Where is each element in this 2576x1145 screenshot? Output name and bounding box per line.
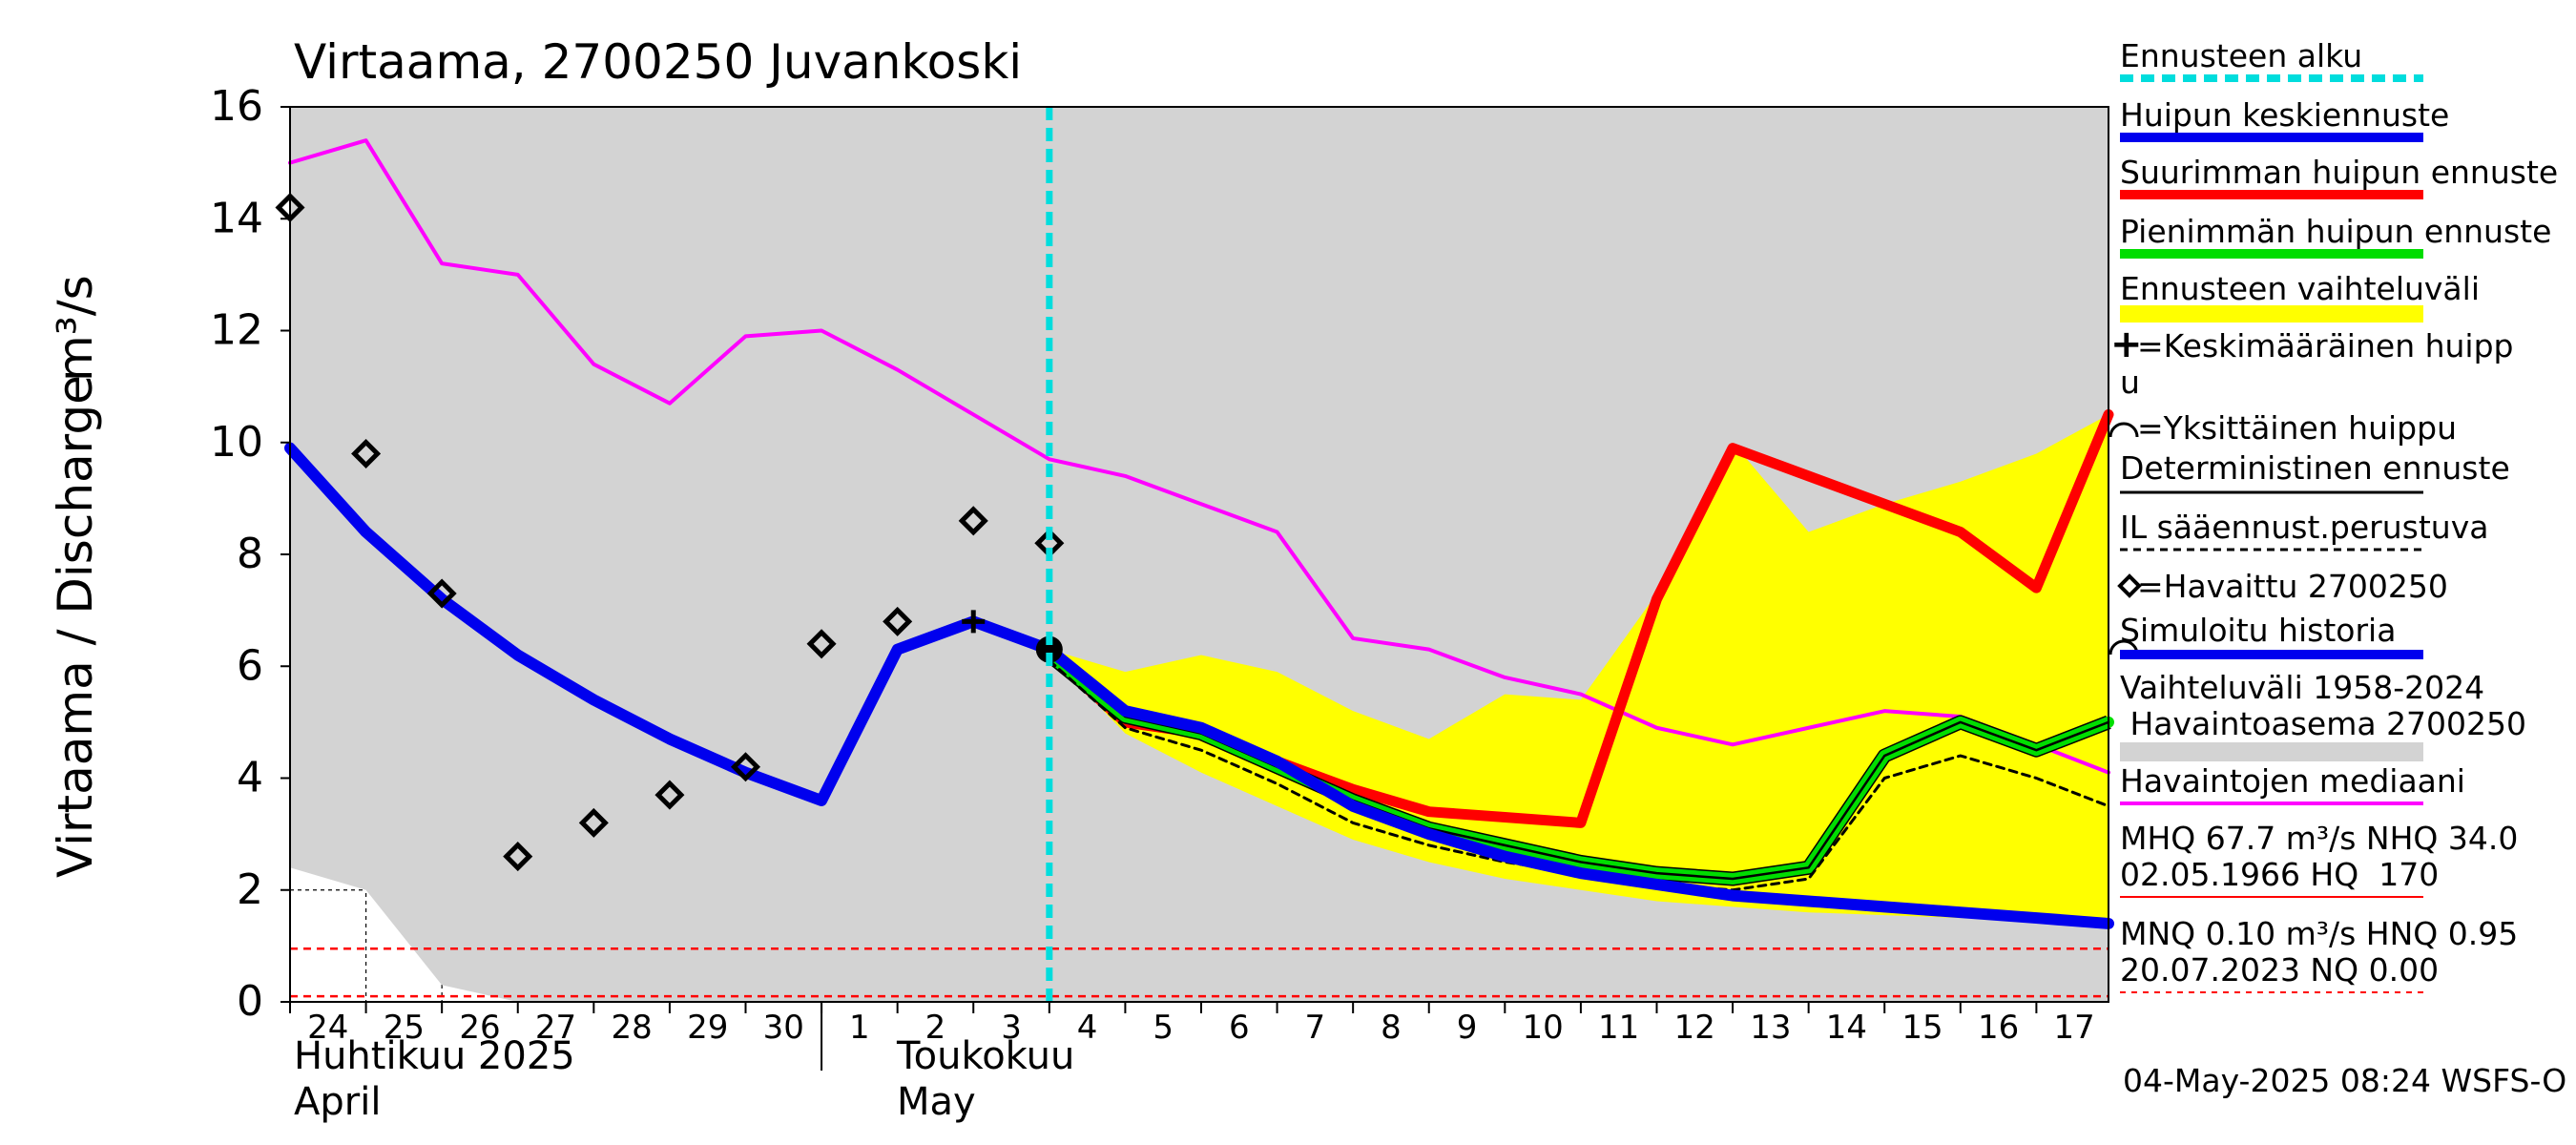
legend-max-forecast: Suurimman huipun ennuste (2120, 154, 2558, 191)
legend-range-history-station: Havaintoasema 2700250 (2120, 705, 2526, 742)
footer-timestamp: 04-May-2025 08:24 WSFS-O (2123, 1062, 2566, 1099)
legend-single-peak-icon (2109, 422, 2139, 438)
legend-observed: =Havaittu 2700250 (2137, 568, 2448, 605)
y-axis-unit: m³/s (48, 275, 103, 382)
legend-min-forecast: Pienimmän huipun ennuste (2120, 213, 2551, 250)
x-tick-label: 4 (1077, 1009, 1098, 1047)
y-tick-label: 16 (210, 82, 263, 131)
x-tick-label: 3 (1001, 1009, 1022, 1047)
chart-title: Virtaama, 2700250 Juvankoski (294, 34, 1022, 90)
x-tick-label: 17 (2054, 1009, 2095, 1047)
observed-point (730, 752, 761, 782)
legend-simulated-peak-icon (2109, 639, 2139, 656)
y-tick-label: 2 (237, 865, 263, 914)
x-tick-label: 24 (307, 1009, 348, 1047)
observed-point (351, 438, 382, 469)
y-tick-label: 14 (210, 194, 263, 242)
legend-forecast-start: Ennusteen alku (2120, 37, 2362, 74)
legend-il-forecast: IL sääennust.perustuva (2120, 509, 2488, 546)
legend-mhq: MHQ 67.7 m³/s NHQ 34.0 (2120, 820, 2518, 857)
legend-mean-peak: =Keskimääräinen huipp (2137, 327, 2514, 364)
y-tick-label: 0 (237, 977, 263, 1026)
observed-point (426, 578, 457, 609)
observed-point (275, 192, 305, 223)
x-tick-label: 30 (763, 1009, 804, 1047)
legend-diamond-icon (2117, 573, 2142, 598)
legend-mean-peak-cont: u (2120, 364, 2140, 401)
observed-point (883, 606, 913, 636)
legend-mnq: MNQ 0.10 m³/s HNQ 0.95 (2120, 915, 2518, 952)
observed-point (1034, 528, 1065, 558)
x-tick-label: 14 (1826, 1009, 1867, 1047)
x-tick-label: 26 (459, 1009, 500, 1047)
month-label-may-en: May (897, 1080, 976, 1124)
legend-range-history: Vaihteluväli 1958-2024 (2120, 669, 2484, 706)
month-label-may-fi: Toukokuu (896, 1034, 1074, 1078)
y-axis-label: Virtaama / Discharge (48, 375, 103, 878)
x-tick-label: 11 (1598, 1009, 1639, 1047)
x-tick-label: 9 (1457, 1009, 1478, 1047)
x-tick-label: 13 (1750, 1009, 1791, 1047)
legend-plus-icon: + (2110, 323, 2143, 366)
y-tick-label: 4 (237, 754, 263, 802)
legend: Ennusteen alku Huipun keskiennuste Suuri… (2109, 37, 2558, 993)
x-tick-label: 2 (925, 1009, 946, 1047)
x-tick-label: 27 (535, 1009, 576, 1047)
x-tick-label: 28 (611, 1009, 652, 1047)
x-tick-label: 25 (384, 1009, 425, 1047)
month-label-april-en: April (294, 1080, 381, 1124)
y-tick-label: 10 (210, 418, 263, 467)
y-tick-label: 8 (237, 530, 263, 578)
legend-simulated: Simuloitu historia (2120, 612, 2396, 649)
x-tick-label: 29 (687, 1009, 728, 1047)
legend-mhq-date: 02.05.1966 HQ 170 (2120, 856, 2439, 893)
x-tick-label: 8 (1381, 1009, 1402, 1047)
observed-point (806, 629, 837, 659)
y-tick-label: 12 (210, 306, 263, 355)
observed-point (578, 807, 609, 838)
month-label-april-fi: Huhtikuu 2025 (294, 1034, 575, 1078)
series-havaintojen-mediaani (288, 138, 2110, 775)
legend-deterministic: Deterministinen ennuste (2120, 449, 2510, 487)
legend-mean-forecast: Huipun keskiennuste (2120, 96, 2449, 134)
observed-point (958, 506, 988, 536)
x-tick-label: 15 (1901, 1009, 1942, 1047)
legend-mnq-date: 20.07.2023 NQ 0.00 (2120, 951, 2439, 989)
mean-peak-marker (962, 610, 986, 634)
observed-point (503, 842, 533, 872)
series-huipun-keskiennuste (1043, 643, 2114, 929)
legend-median: Havaintojen mediaani (2120, 762, 2465, 800)
y-tick-label: 6 (237, 641, 263, 690)
observed-point (654, 780, 685, 810)
x-tick-label: 5 (1153, 1009, 1174, 1047)
band-ennusteen-vaihteluva-li (1049, 414, 2109, 924)
x-tick-label: 16 (1978, 1009, 2019, 1047)
legend-single-peak: =Yksittäinen huippu (2137, 409, 2457, 447)
legend-swatch-range-history (2120, 742, 2423, 761)
series-layer (275, 107, 2114, 1002)
x-tick-label: 12 (1674, 1009, 1715, 1047)
x-tick-label: 10 (1522, 1009, 1563, 1047)
x-tick-label: 7 (1305, 1009, 1326, 1047)
series-simuloitu-historia (284, 442, 1055, 806)
legend-forecast-range: Ennusteen vaihteluväli (2120, 270, 2480, 307)
single-peak-marker (1035, 635, 1063, 663)
x-tick-label: 1 (849, 1009, 870, 1047)
x-tick-label: 6 (1229, 1009, 1250, 1047)
legend-swatch-forecast-range (2120, 305, 2423, 323)
